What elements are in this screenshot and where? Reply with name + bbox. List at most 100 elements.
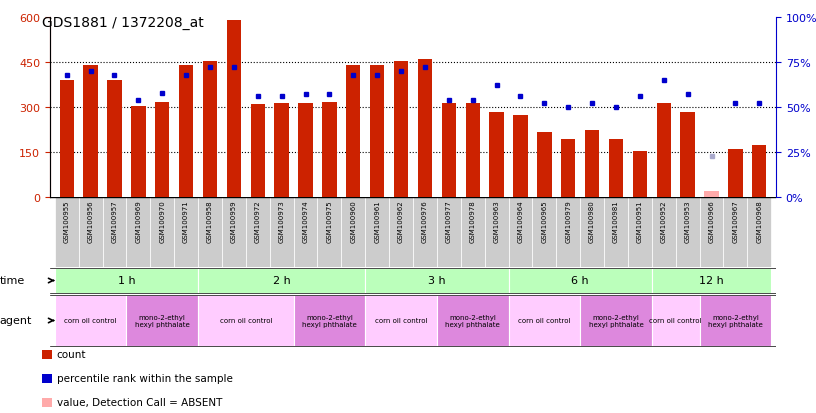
Bar	[418, 60, 432, 197]
Bar	[557, 197, 580, 267]
Bar	[246, 197, 270, 267]
Bar	[274, 103, 289, 197]
Text: agent: agent	[0, 316, 32, 326]
Text: value, Detection Call = ABSENT: value, Detection Call = ABSENT	[56, 397, 222, 407]
Bar	[346, 66, 361, 197]
Text: corn oil control: corn oil control	[650, 318, 702, 324]
Text: GSM100970: GSM100970	[159, 199, 166, 242]
Bar	[366, 197, 389, 267]
Bar	[652, 197, 676, 267]
Bar	[55, 197, 78, 267]
Bar	[198, 269, 366, 293]
Text: GSM100972: GSM100972	[255, 199, 261, 242]
Bar	[699, 197, 724, 267]
Bar	[198, 197, 222, 267]
Text: GSM100968: GSM100968	[756, 199, 762, 242]
Bar	[704, 192, 719, 197]
Bar	[466, 103, 480, 197]
Bar	[389, 197, 413, 267]
Bar	[652, 269, 771, 293]
Bar	[508, 269, 652, 293]
Text: GSM100955: GSM100955	[64, 199, 69, 242]
Text: GSM100977: GSM100977	[446, 199, 452, 242]
Text: GSM100979: GSM100979	[565, 199, 571, 242]
Text: GSM100974: GSM100974	[303, 199, 308, 242]
Bar	[561, 139, 575, 197]
Text: mono-2-ethyl
hexyl phthalate: mono-2-ethyl hexyl phthalate	[302, 314, 357, 327]
Bar	[222, 197, 246, 267]
Text: GSM100981: GSM100981	[613, 199, 619, 242]
Bar	[341, 197, 366, 267]
Bar	[413, 197, 437, 267]
Text: 3 h: 3 h	[428, 275, 446, 285]
Bar	[628, 197, 652, 267]
Bar	[676, 197, 699, 267]
Bar	[78, 197, 103, 267]
Bar	[699, 295, 771, 346]
Text: GSM100956: GSM100956	[87, 199, 94, 242]
Bar	[227, 21, 241, 197]
Text: 1 h: 1 h	[118, 275, 135, 285]
Text: GSM100953: GSM100953	[685, 199, 690, 242]
Text: GSM100962: GSM100962	[398, 199, 404, 242]
Bar	[580, 197, 604, 267]
Text: GSM100967: GSM100967	[733, 199, 738, 242]
Bar	[490, 112, 503, 197]
Bar	[485, 197, 508, 267]
Bar	[724, 197, 747, 267]
Bar	[437, 295, 508, 346]
Text: GSM100958: GSM100958	[207, 199, 213, 242]
Text: corn oil control: corn oil control	[64, 318, 117, 324]
Bar	[126, 197, 150, 267]
Bar	[652, 295, 699, 346]
Bar	[203, 62, 217, 197]
Bar	[370, 66, 384, 197]
Bar	[322, 102, 336, 197]
Bar	[299, 103, 313, 197]
Text: GSM100976: GSM100976	[422, 199, 428, 242]
Text: corn oil control: corn oil control	[220, 318, 272, 324]
Bar	[179, 66, 193, 197]
Bar	[270, 197, 294, 267]
Text: GSM100980: GSM100980	[589, 199, 595, 242]
Bar	[251, 105, 265, 197]
Bar	[103, 197, 126, 267]
Bar	[681, 112, 694, 197]
Bar	[532, 197, 557, 267]
Bar	[585, 130, 599, 197]
Bar	[294, 197, 317, 267]
Text: GSM100959: GSM100959	[231, 199, 237, 242]
Bar	[609, 139, 623, 197]
Bar	[126, 295, 198, 346]
Bar	[366, 295, 437, 346]
Bar	[131, 106, 145, 197]
Text: GSM100951: GSM100951	[636, 199, 643, 242]
Bar	[174, 197, 198, 267]
Text: GSM100957: GSM100957	[112, 199, 118, 242]
Text: 6 h: 6 h	[571, 275, 589, 285]
Bar	[198, 295, 294, 346]
Bar	[394, 62, 408, 197]
Text: mono-2-ethyl
hexyl phthalate: mono-2-ethyl hexyl phthalate	[446, 314, 500, 327]
Text: GSM100963: GSM100963	[494, 199, 499, 242]
Text: GDS1881 / 1372208_at: GDS1881 / 1372208_at	[42, 16, 203, 30]
Bar	[441, 103, 456, 197]
Text: GSM100961: GSM100961	[375, 199, 380, 242]
Text: 12 h: 12 h	[699, 275, 724, 285]
Bar	[657, 103, 671, 197]
Text: GSM100965: GSM100965	[541, 199, 548, 242]
Bar	[747, 197, 771, 267]
Bar	[604, 197, 628, 267]
Bar	[728, 150, 743, 197]
Text: mono-2-ethyl
hexyl phthalate: mono-2-ethyl hexyl phthalate	[135, 314, 189, 327]
Text: mono-2-ethyl
hexyl phthalate: mono-2-ethyl hexyl phthalate	[588, 314, 643, 327]
Bar	[55, 269, 198, 293]
Text: percentile rank within the sample: percentile rank within the sample	[56, 373, 233, 383]
Text: GSM100975: GSM100975	[326, 199, 332, 242]
Text: GSM100971: GSM100971	[183, 199, 189, 242]
Text: mono-2-ethyl
hexyl phthalate: mono-2-ethyl hexyl phthalate	[708, 314, 763, 327]
Bar	[150, 197, 174, 267]
Bar	[108, 81, 122, 197]
Bar	[537, 132, 552, 197]
Text: GSM100966: GSM100966	[708, 199, 715, 242]
